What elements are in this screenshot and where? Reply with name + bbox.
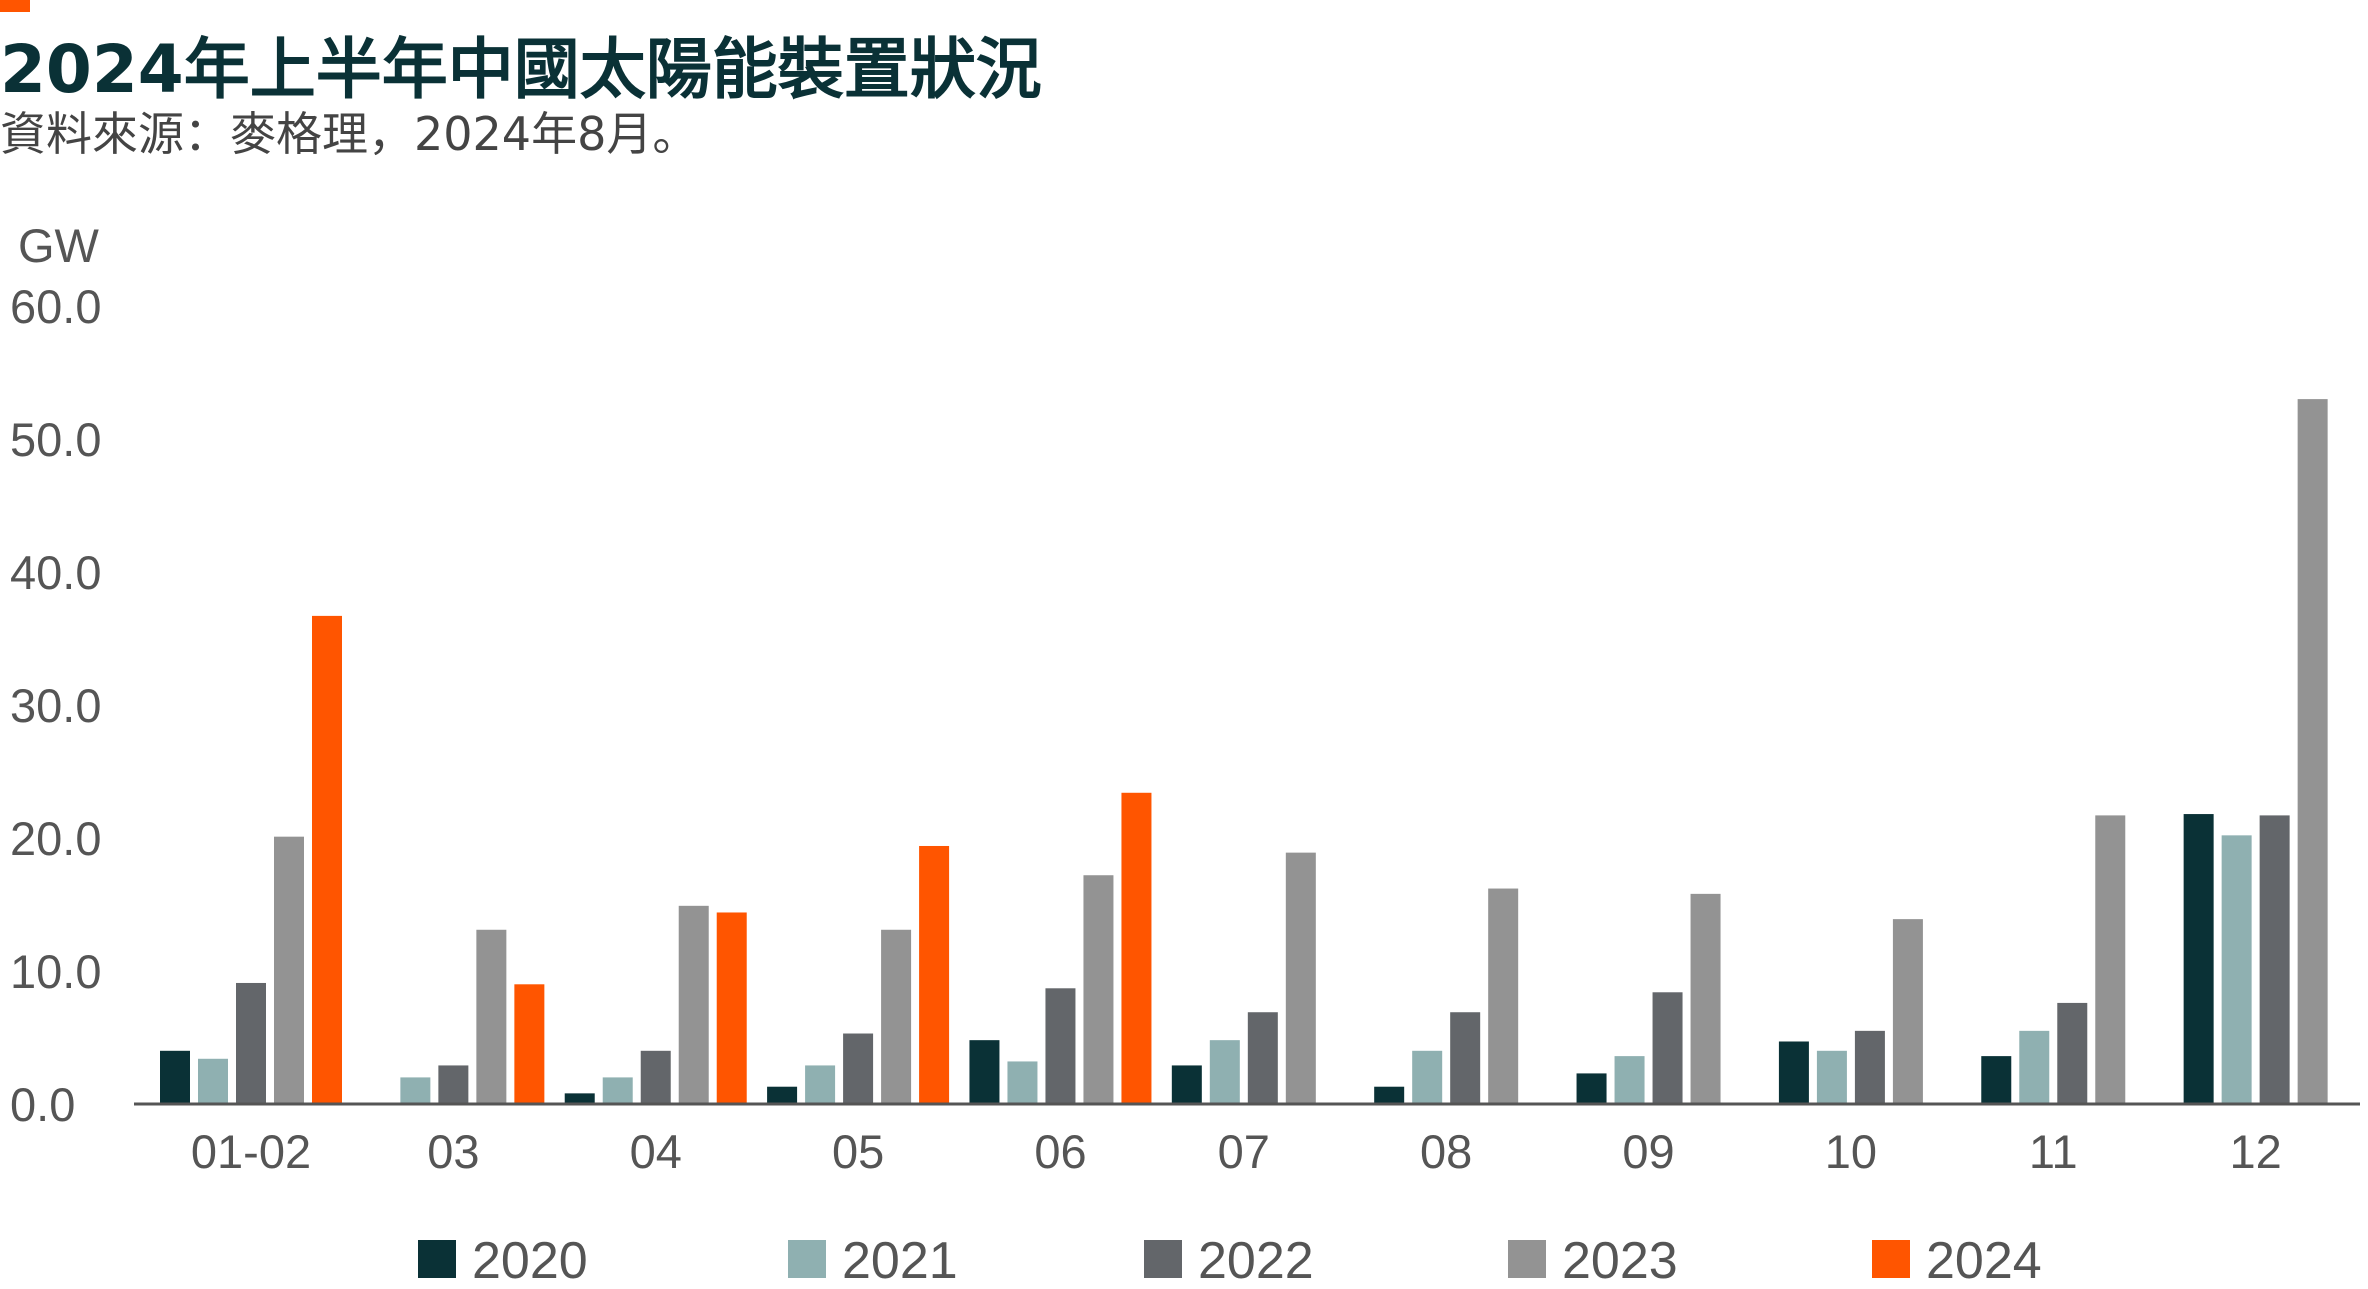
- accent-bar: [0, 0, 30, 12]
- legend-label-2023: 2023: [1562, 1232, 1678, 1289]
- bar-2021-12: [2221, 835, 2252, 1104]
- bar-2024-03: [514, 984, 545, 1104]
- legend-label-2020: 2020: [472, 1232, 588, 1289]
- legend-label-2021: 2021: [842, 1232, 958, 1289]
- y-tick-label: 10.0: [10, 945, 101, 998]
- legend-swatch-2023: [1508, 1240, 1546, 1278]
- bar-2021-07: [1209, 1040, 1240, 1104]
- x-tick-label: 07: [1218, 1125, 1270, 1178]
- bar-2021-05: [805, 1065, 836, 1104]
- x-tick-label: 12: [2229, 1125, 2281, 1178]
- bar-2022-08: [1450, 1012, 1481, 1104]
- bar-2022-01-02: [236, 982, 266, 1104]
- x-tick-label: 11: [2029, 1125, 2078, 1178]
- bar-2020-06: [969, 1040, 1000, 1104]
- bar-2020-01-02: [160, 1050, 190, 1104]
- chart-title: 2024年上半年中國太陽能裝置狀況: [0, 31, 1042, 108]
- bar-2021-11: [2019, 1030, 2050, 1104]
- y-tick-label: 60.0: [10, 280, 101, 333]
- y-tick-label: 20.0: [10, 812, 101, 865]
- bar-2021-09: [1614, 1056, 1645, 1104]
- legend-swatch-2021: [788, 1240, 826, 1278]
- legend-label-2022: 2022: [1198, 1232, 1314, 1289]
- legend-swatch-2024: [1872, 1240, 1910, 1278]
- bar-2021-01-02: [198, 1058, 228, 1104]
- bar-2020-07: [1171, 1065, 1202, 1104]
- y-tick-label: 30.0: [10, 679, 101, 732]
- bar-2020-12: [2183, 814, 2214, 1104]
- bar-2023-09: [1690, 893, 1721, 1104]
- bar-2024-05: [919, 845, 950, 1104]
- chart-subtitle: 資料來源：麥格理，2024年8月。: [0, 107, 699, 161]
- x-tick-label: 03: [427, 1125, 479, 1178]
- x-tick-label: 01-02: [191, 1125, 311, 1178]
- bar-2023-10: [1892, 919, 1923, 1104]
- bar-2021-08: [1412, 1050, 1443, 1104]
- bar-2022-04: [640, 1050, 671, 1104]
- bar-2023-08: [1488, 888, 1519, 1104]
- bar-2024-06: [1121, 792, 1152, 1104]
- bar-2024-01-02: [312, 615, 342, 1104]
- bar-2021-04: [602, 1077, 633, 1104]
- y-tick-label: 40.0: [10, 546, 101, 599]
- x-tick-label: 04: [630, 1125, 682, 1178]
- bar-2020-10: [1778, 1041, 1809, 1104]
- bar-2022-10: [1854, 1030, 1885, 1104]
- y-tick-label: 0.0: [10, 1078, 75, 1131]
- bar-2023-06: [1083, 875, 1114, 1104]
- bar-2024-04: [716, 912, 747, 1104]
- bar-2022-07: [1247, 1012, 1278, 1104]
- bar-2023-04: [678, 905, 709, 1104]
- x-tick-label: 09: [1622, 1125, 1674, 1178]
- bar-2022-09: [1652, 992, 1683, 1104]
- y-axis-ticks: 60.0 50.0 40.0 30.0 20.0 10.0 0.0: [10, 280, 101, 1131]
- bar-2021-10: [1816, 1050, 1847, 1104]
- x-tick-label: 08: [1420, 1125, 1472, 1178]
- legend: 2020 2021 2022 2023 2024: [418, 1232, 2042, 1289]
- bar-2023-05: [881, 929, 912, 1104]
- x-tick-label: 05: [832, 1125, 884, 1178]
- legend-swatch-2022: [1144, 1240, 1182, 1278]
- bar-2020-04: [564, 1093, 595, 1104]
- bar-2023-11: [2095, 815, 2126, 1104]
- bar-2020-11: [1981, 1056, 2012, 1104]
- bar-2022-05: [843, 1033, 874, 1104]
- bar-2022-06: [1045, 988, 1076, 1104]
- legend-label-2024: 2024: [1926, 1232, 2042, 1289]
- bar-2023-12: [2297, 399, 2328, 1105]
- bar-2022-12: [2259, 815, 2290, 1104]
- bar-2023-07: [1285, 852, 1316, 1104]
- x-tick-label: 06: [1034, 1125, 1086, 1178]
- bar-2022-03: [438, 1065, 469, 1104]
- y-axis-label: GW: [18, 219, 100, 272]
- bar-marks: [160, 399, 2328, 1105]
- bar-2020-08: [1374, 1086, 1405, 1104]
- bar-2021-06: [1007, 1061, 1038, 1104]
- y-tick-label: 50.0: [10, 413, 101, 466]
- x-axis-ticks: 01-02 03 04 05 06 07 08 09 10 11 12: [191, 1125, 2282, 1178]
- bar-2020-05: [767, 1086, 798, 1104]
- bar-2022-11: [2057, 1002, 2088, 1104]
- x-tick-label: 10: [1825, 1125, 1877, 1178]
- bar-2021-03: [400, 1077, 431, 1104]
- bar-2020-09: [1576, 1073, 1607, 1104]
- legend-swatch-2020: [418, 1240, 456, 1278]
- bar-2023-03: [476, 929, 507, 1104]
- bar-2023-01-02: [274, 836, 304, 1104]
